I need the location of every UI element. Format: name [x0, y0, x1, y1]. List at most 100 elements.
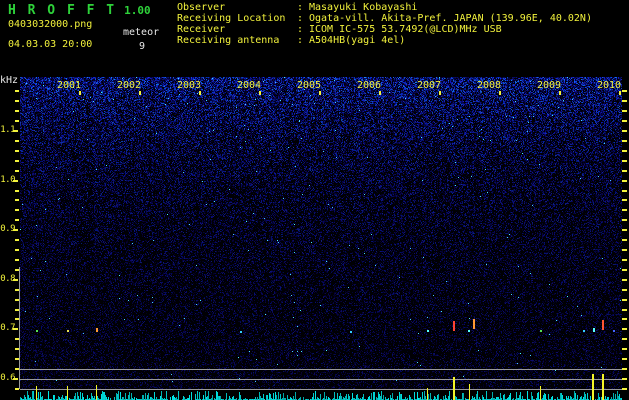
observation-datetime: 04.03.03 20:00 [8, 39, 93, 50]
info-value: A504HB(yagi 4el) [309, 35, 406, 46]
meteor-echo-dot [540, 330, 542, 332]
meteor-amplitude-spike [96, 385, 97, 400]
x-tick-label: 2003 [177, 80, 202, 91]
y-minor-tick-right [622, 199, 627, 201]
x-tick [439, 91, 441, 95]
y-minor-tick-right [622, 100, 627, 102]
y-minor-tick [13, 180, 18, 182]
y-minor-tick-right [622, 209, 627, 211]
info-row-observer: Observer: Masayuki Kobayashi [177, 2, 627, 13]
y-minor-tick-right [622, 368, 627, 370]
y-minor-tick-right [622, 289, 627, 291]
x-tick-label: 2004 [237, 80, 262, 91]
y-minor-tick [15, 318, 19, 320]
meteor-echo-dot [96, 328, 98, 332]
info-separator: : [297, 24, 304, 35]
meteor-echo-dot [593, 328, 595, 332]
info-row-antenna: Receiving antenna: A504HB(yagi 4el) [177, 35, 627, 46]
y-minor-tick [15, 368, 19, 370]
meteor-echo-dot [583, 330, 585, 332]
x-tick-label: 2007 [417, 80, 442, 91]
y-minor-tick [15, 199, 19, 201]
y-minor-tick-right [622, 338, 627, 340]
frequency-unit-label: kHz [0, 75, 19, 86]
x-tick-label: 2010 [597, 80, 622, 91]
meteor-echo-dot [468, 330, 470, 332]
y-minor-tick-right [622, 229, 627, 231]
y-minor-tick [15, 239, 19, 241]
y-minor-tick [15, 299, 19, 301]
y-minor-tick [15, 160, 19, 162]
y-minor-tick [13, 130, 18, 132]
meteor-echo-dot [427, 330, 429, 332]
y-minor-tick-right [622, 269, 627, 271]
y-minor-tick [15, 90, 19, 92]
mode-label: meteor [123, 27, 160, 38]
meteor-amplitude-spike [602, 374, 604, 400]
y-minor-tick-right [622, 170, 627, 172]
y-minor-tick [15, 269, 19, 271]
y-minor-tick-right [622, 180, 627, 182]
y-minor-tick [13, 328, 18, 330]
meteor-amplitude-spike [469, 384, 470, 400]
output-filename: 0403032000.png [8, 19, 93, 30]
app-name: H R O F F T [8, 3, 117, 18]
y-minor-tick-right [622, 190, 627, 192]
info-row-receiver: Receiver: ICOM IC-575 53.7492(@LCD)MHz US… [177, 24, 627, 35]
x-tick-label: 2005 [297, 80, 322, 91]
meteor-echo-dot [36, 330, 38, 332]
info-row-location: Receiving Location: Ogata-vill. Akita-Pre… [177, 13, 627, 24]
y-minor-tick [15, 338, 19, 340]
info-label: Receiving Location [177, 13, 286, 24]
y-minor-tick-right [622, 239, 627, 241]
y-minor-tick-right [622, 90, 627, 92]
y-minor-tick-right [622, 299, 627, 301]
y-minor-tick [13, 279, 18, 281]
meteor-echo-dot [473, 319, 475, 329]
x-tick-label: 2002 [117, 80, 142, 91]
meteor-count: 9 [139, 41, 146, 52]
y-minor-tick [15, 289, 19, 291]
y-minor-tick [15, 110, 19, 112]
y-minor-tick [15, 388, 19, 390]
x-tick [619, 91, 621, 95]
x-tick [259, 91, 261, 95]
y-minor-tick-right [622, 259, 627, 261]
meteor-amplitude-spike [540, 386, 541, 400]
start-marker-line [19, 267, 20, 389]
x-tick [319, 91, 321, 95]
y-minor-tick [15, 259, 19, 261]
info-value: Ogata-vill. Akita-Pref. JAPAN (139.96E, … [309, 13, 592, 24]
y-minor-tick-right [622, 358, 627, 360]
info-label: Receiver [177, 24, 226, 35]
y-minor-tick [15, 120, 19, 122]
y-minor-tick [15, 209, 19, 211]
meteor-echo-dot [613, 330, 615, 332]
x-tick [199, 91, 201, 95]
amplitude-strip-canvas [20, 390, 622, 400]
y-minor-tick-right [622, 160, 627, 162]
info-separator: : [297, 13, 304, 24]
y-tick-label: 0.8 [0, 273, 15, 284]
y-minor-tick [15, 309, 19, 311]
y-minor-tick [15, 219, 19, 221]
y-minor-tick [13, 229, 18, 231]
y-minor-tick-right [622, 219, 627, 221]
y-minor-tick [15, 140, 19, 142]
spectrogram-canvas [20, 77, 622, 389]
meteor-amplitude-spike [453, 377, 455, 400]
y-minor-tick-right [622, 318, 627, 320]
meteor-amplitude-spike [67, 386, 68, 400]
y-minor-tick-right [622, 140, 627, 142]
y-tick-label: 1.1 [0, 125, 15, 135]
meteor-amplitude-spike [427, 388, 428, 400]
x-tick-label: 2001 [57, 80, 82, 91]
info-label: Observer [177, 2, 226, 13]
info-value: Masayuki Kobayashi [309, 2, 418, 13]
y-minor-tick-right [622, 150, 627, 152]
x-tick-label: 2008 [477, 80, 502, 91]
info-value: ICOM IC-575 53.7492(@LCD)MHz USB [309, 24, 502, 35]
meter-line [20, 369, 622, 370]
y-minor-tick-right [622, 309, 627, 311]
y-minor-tick [15, 249, 19, 251]
